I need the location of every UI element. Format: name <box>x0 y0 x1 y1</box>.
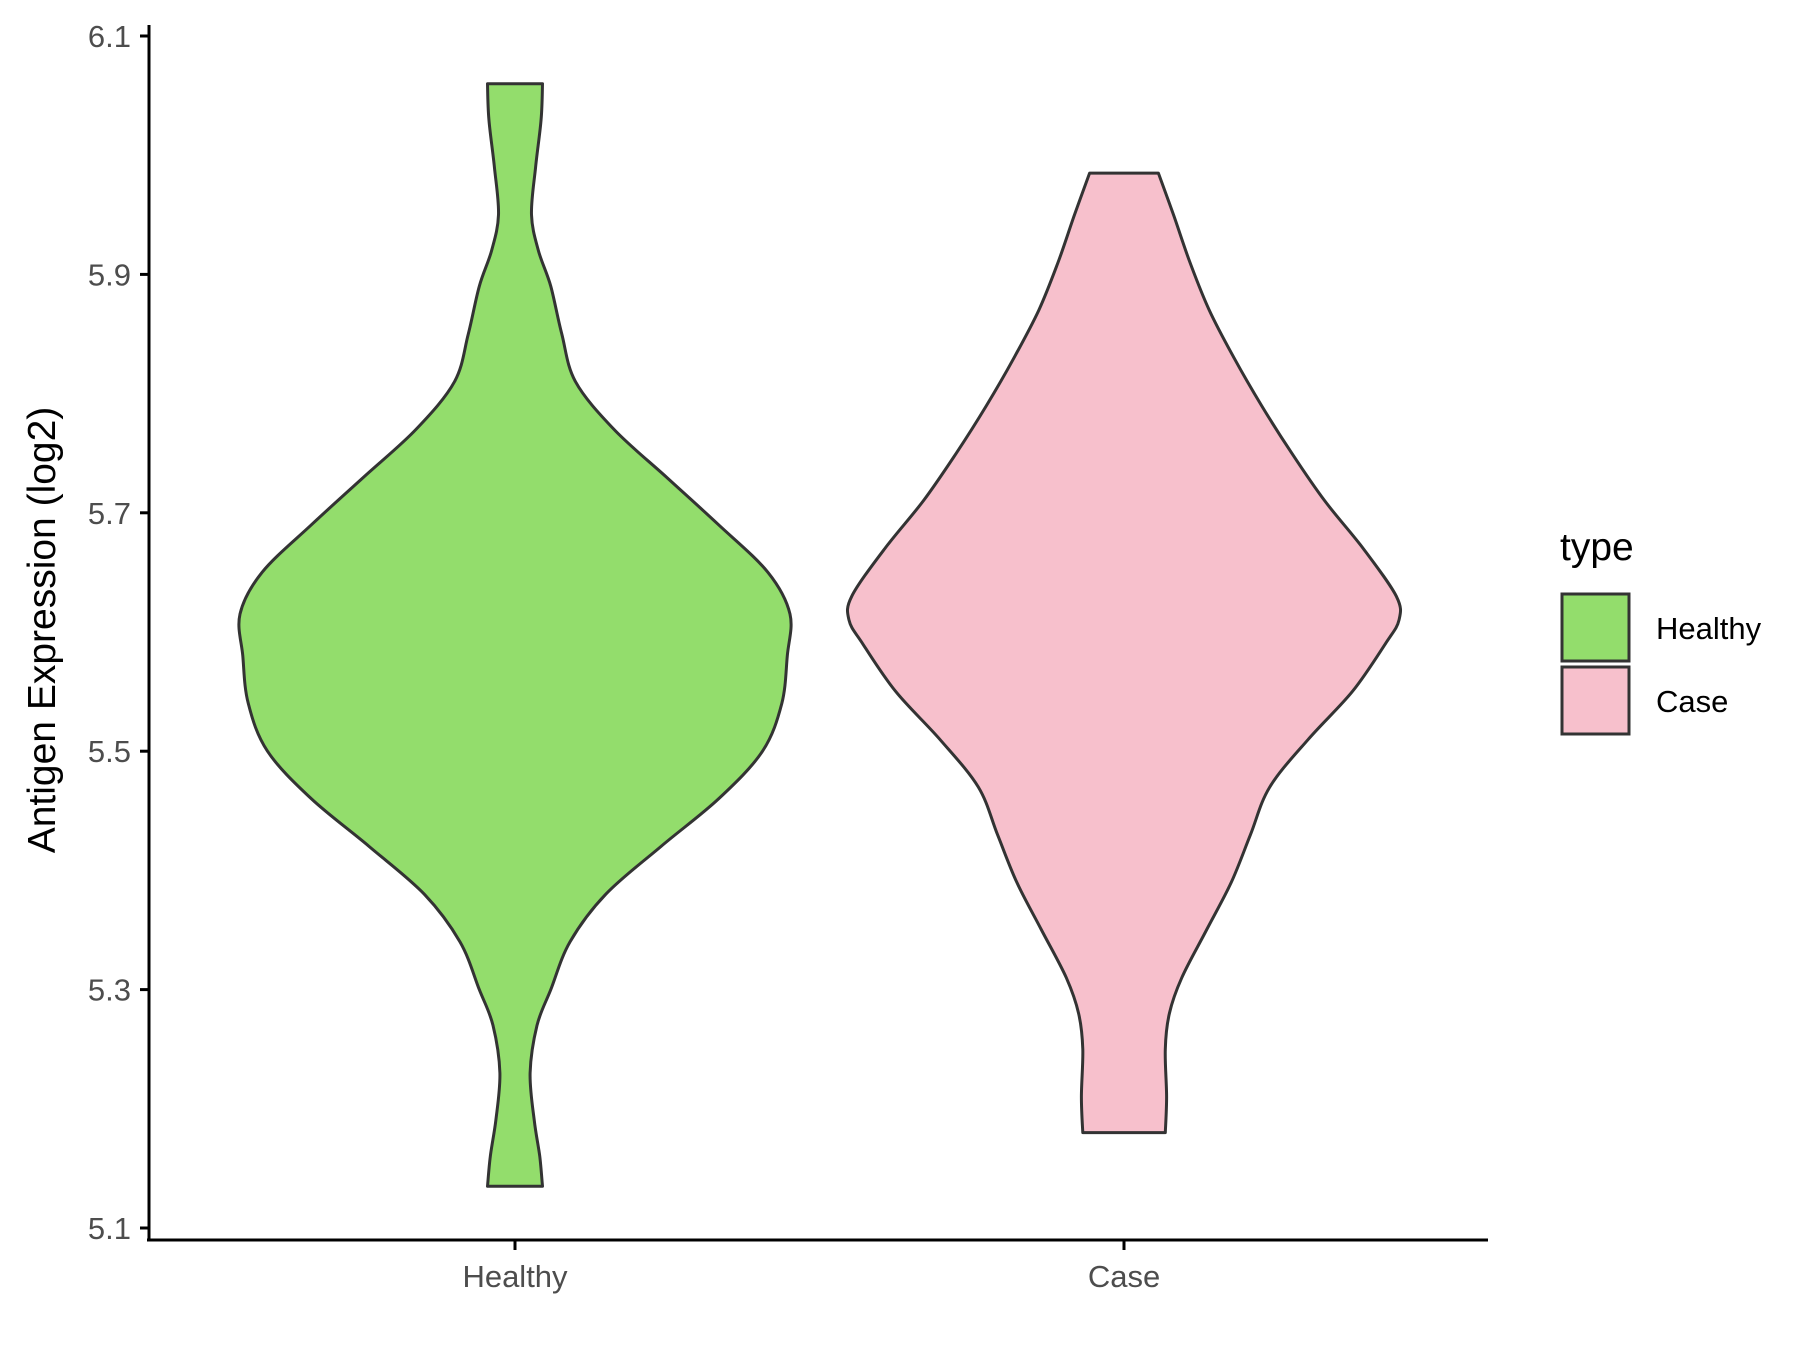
legend-key-case <box>1560 665 1631 736</box>
legend-title: type <box>1560 526 1634 569</box>
y-tick-label: 5.9 <box>88 257 131 292</box>
legend: type Healthy Case <box>1560 526 1762 736</box>
y-tick-label: 6.1 <box>88 19 131 54</box>
legend-key-healthy <box>1560 592 1631 663</box>
violin-healthy <box>237 82 793 1188</box>
y-tick-label: 5.1 <box>88 1211 131 1246</box>
y-axis-title: Antigen Expression (log2) <box>21 407 64 854</box>
y-tick-label: 5.5 <box>88 734 131 769</box>
y-tick-label: 5.3 <box>88 973 131 1008</box>
violin-case <box>845 171 1403 1135</box>
y-tick-label: 5.7 <box>88 496 131 531</box>
x-tick-label: Healthy <box>462 1259 568 1294</box>
y-axis-ticks: 5.1 5.3 5.5 5.7 5.9 6.1 <box>88 19 149 1246</box>
legend-label: Case <box>1656 684 1728 719</box>
x-axis-ticks: Healthy Case <box>462 1240 1160 1294</box>
violin-layer <box>237 82 1403 1188</box>
x-tick-label: Case <box>1088 1259 1160 1294</box>
legend-label: Healthy <box>1656 611 1762 646</box>
